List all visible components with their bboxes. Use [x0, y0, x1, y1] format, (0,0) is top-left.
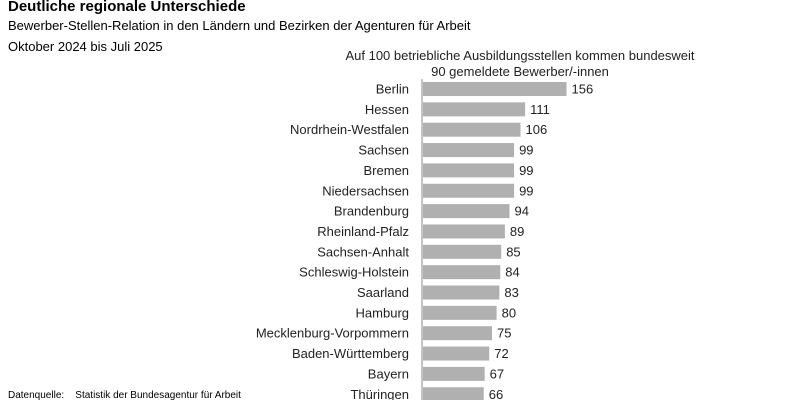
chart-period: Oktober 2024 bis Juli 2025: [8, 39, 163, 54]
category-label: Niedersachsen: [322, 183, 409, 198]
bar: [423, 183, 515, 198]
bar: [423, 122, 521, 137]
bar: [423, 305, 497, 320]
data-label: 156: [572, 82, 594, 97]
source-note: Datenquelle: Statistik der Bundesagentur…: [8, 390, 241, 401]
data-label: 94: [514, 204, 528, 219]
category-label: Sachsen: [358, 143, 409, 158]
category-label: Baden-Württemberg: [292, 346, 409, 361]
chart-title: Deutliche regionale Unterschiede: [8, 0, 246, 15]
category-label: Bremen: [363, 163, 409, 178]
category-label: Mecklenburg-Vorpommern: [256, 326, 409, 341]
source-text: Statistik der Bundesagentur für Arbeit: [75, 390, 241, 401]
data-label: 83: [504, 285, 518, 300]
bar: [423, 346, 490, 361]
category-label: Hamburg: [356, 305, 409, 320]
category-label: Hessen: [365, 102, 409, 117]
data-label: 85: [506, 244, 520, 259]
data-label: 111: [530, 102, 550, 117]
data-label: 66: [489, 387, 503, 400]
category-label: Sachsen-Anhalt: [317, 244, 409, 259]
bar: [423, 265, 501, 280]
bar: [423, 387, 484, 400]
category-label: Bayern: [368, 366, 409, 381]
category-label: Saarland: [357, 285, 409, 300]
bar: [423, 143, 515, 158]
data-label: 75: [497, 326, 511, 341]
category-label: Berlin: [376, 82, 409, 97]
bar: [423, 204, 510, 219]
data-label: 89: [510, 224, 524, 239]
category-label: Brandenburg: [334, 204, 409, 219]
category-label: Rheinland-Pfalz: [317, 224, 409, 239]
category-label: Schleswig-Holstein: [299, 265, 409, 280]
bar: [423, 285, 500, 300]
data-label: 99: [519, 183, 533, 198]
data-label: 99: [519, 143, 533, 158]
data-label: 67: [490, 366, 504, 381]
category-label: Nordrhein-Westfalen: [290, 122, 409, 137]
bar: [423, 244, 502, 259]
category-label: Thüringen: [350, 387, 409, 400]
data-label: 106: [526, 122, 548, 137]
data-label: 80: [502, 305, 516, 320]
bar: [423, 102, 526, 117]
data-label: 72: [494, 346, 508, 361]
data-label: 84: [505, 265, 519, 280]
bar: [423, 163, 515, 178]
bar: [423, 366, 485, 381]
bar: [423, 224, 505, 239]
chart-subtitle: Bewerber-Stellen-Relation in den Ländern…: [8, 18, 471, 33]
data-label: 99: [519, 163, 533, 178]
annotation-line-2: 90 gemeldete Bewerber/-innen: [431, 64, 609, 79]
annotation-line-1: Auf 100 betriebliche Ausbildungsstellen …: [345, 48, 695, 63]
bar: [423, 82, 567, 96]
bar: [423, 326, 492, 341]
source-label: Datenquelle:: [8, 390, 65, 401]
